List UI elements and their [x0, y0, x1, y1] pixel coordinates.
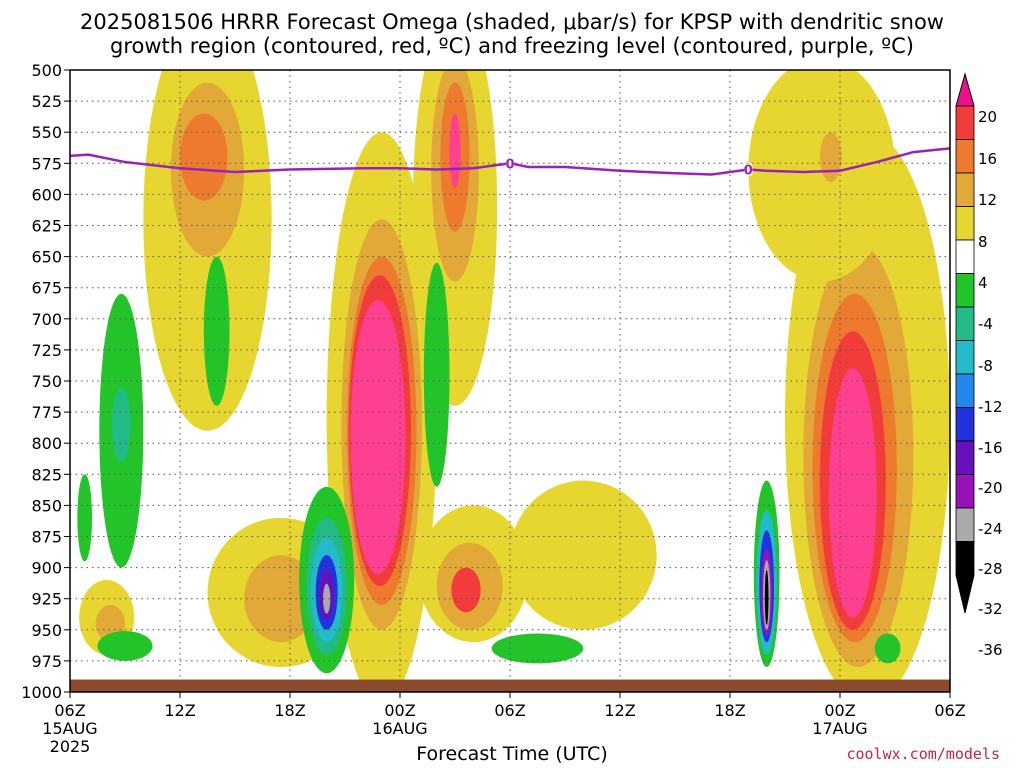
colorbar-label-4: 4 [978, 274, 988, 292]
colorbar-label-0: 20 [978, 108, 997, 126]
y-tick-label-16: 900 [31, 559, 62, 578]
omega-region-32 [423, 262, 450, 487]
colorbar-label-13: -36 [978, 641, 1003, 659]
colorbar-label-9: -20 [978, 479, 1003, 497]
colorbar-swatch-14 [955, 541, 975, 576]
omega-region-29 [203, 256, 230, 406]
colorbar-label-1: 16 [978, 150, 997, 168]
x-axis-title: Forecast Time (UTC) [416, 743, 608, 765]
colorbar-swatch-6 [955, 273, 975, 308]
omega-region-23 [748, 70, 895, 282]
y-tick-label-15: 875 [31, 528, 62, 547]
colorbar-swatch-11 [955, 440, 975, 475]
y-tick-label-17: 925 [31, 590, 62, 609]
y-tick-label-4: 600 [31, 185, 62, 204]
x-tick-label-1: 12Z [164, 701, 195, 720]
x-tick-label-2: 18Z [274, 701, 305, 720]
y-tick-label-11: 775 [31, 403, 62, 422]
y-tick-label-0: 500 [31, 61, 62, 80]
y-tick-label-14: 850 [31, 496, 62, 515]
colorbar-label-2: 12 [978, 191, 997, 209]
chart-title-line2: growth region (contoured, red, ºC) and f… [110, 34, 914, 58]
y-tick-label-6: 650 [31, 248, 62, 267]
colorbar-swatch-5 [955, 239, 975, 274]
y-tick-label-19: 975 [31, 652, 62, 671]
y-tick-label-7: 675 [31, 279, 62, 298]
colorbar-swatch-3 [955, 172, 975, 207]
colorbar-swatch-9 [955, 373, 975, 408]
freezing-level-label-1: 0 [744, 164, 753, 179]
freezing-label-bg-0 [506, 157, 514, 170]
omega-region-33 [491, 633, 584, 664]
omega-region-6 [449, 113, 461, 189]
x-tick-year-0: 2025 [50, 737, 91, 756]
colorbar-swatch-13 [955, 507, 975, 542]
colorbar-swatch-7 [955, 306, 975, 341]
omega-region-46 [764, 570, 769, 625]
x-tick-date-3: 16AUG [372, 719, 427, 738]
omega-region-2 [180, 113, 228, 201]
colorbar-label-5: -4 [978, 315, 993, 333]
y-tick-label-3: 575 [31, 154, 62, 173]
colorbar-swatch-12 [955, 474, 975, 509]
x-tick-label-8: 06Z [934, 701, 965, 720]
omega-region-17 [509, 480, 657, 630]
omega-region-40 [323, 583, 331, 614]
omega-region-28 [112, 387, 131, 462]
y-tick-label-9: 725 [31, 341, 62, 360]
colorbar-label-7: -12 [978, 398, 1003, 416]
x-tick-label-6: 18Z [714, 701, 745, 720]
freezing-label-bg-1 [744, 163, 753, 176]
x-tick-label-3: 00Z [384, 701, 415, 720]
omega-region-34 [874, 633, 901, 664]
colorbar-top-arrow [955, 72, 975, 107]
colorbar-label-6: -8 [978, 357, 993, 375]
colorbar-label-10: -24 [978, 520, 1003, 538]
colorbar-swatch-1 [955, 105, 975, 140]
omega-region-31 [97, 631, 153, 661]
colorbar-label-12: -32 [978, 600, 1003, 618]
x-tick-date-7: 17AUG [812, 719, 867, 738]
x-tick-label-0: 06Z [54, 701, 85, 720]
y-tick-label-10: 750 [31, 372, 62, 391]
colorbar-bottom-arrow [955, 574, 975, 614]
colorbar-label-11: -28 [978, 560, 1003, 578]
y-tick-label-1: 525 [31, 92, 62, 111]
x-tick-label-5: 12Z [604, 701, 635, 720]
omega-region-16 [244, 555, 318, 643]
x-tick-label-7: 00Z [824, 701, 855, 720]
omega-region-11 [350, 300, 406, 574]
x-tick-date-0: 15AUG [42, 719, 97, 738]
y-tick-label-13: 825 [31, 465, 62, 484]
freezing-level-label-0: 0 [505, 157, 514, 172]
y-tick-label-2: 550 [31, 123, 62, 142]
omega-region-22 [829, 368, 877, 618]
y-tick-label-20: 1000 [21, 683, 62, 702]
colorbar-label-3: 8 [978, 233, 988, 251]
colorbar-swatch-2 [955, 139, 975, 174]
omega-region-14 [451, 567, 481, 613]
y-tick-label-18: 950 [31, 621, 62, 640]
colorbar-swatch-4 [955, 206, 975, 241]
omega-region-24 [819, 132, 842, 182]
colorbar-swatch-10 [955, 407, 975, 442]
y-tick-label-5: 625 [31, 217, 62, 236]
omega-region-30 [77, 474, 92, 562]
chart-title-line1: 2025081506 HRRR Forecast Omega (shaded, … [80, 10, 944, 34]
colorbar-label-8: -16 [978, 439, 1003, 457]
freezing-level-line [70, 147, 950, 176]
credit-text: coolwx.com/models [846, 745, 1000, 763]
y-tick-label-12: 800 [31, 434, 62, 453]
colorbar-swatch-8 [955, 340, 975, 375]
x-tick-label-4: 06Z [494, 701, 525, 720]
y-tick-label-8: 700 [31, 310, 62, 329]
terrain-strip [70, 679, 950, 692]
